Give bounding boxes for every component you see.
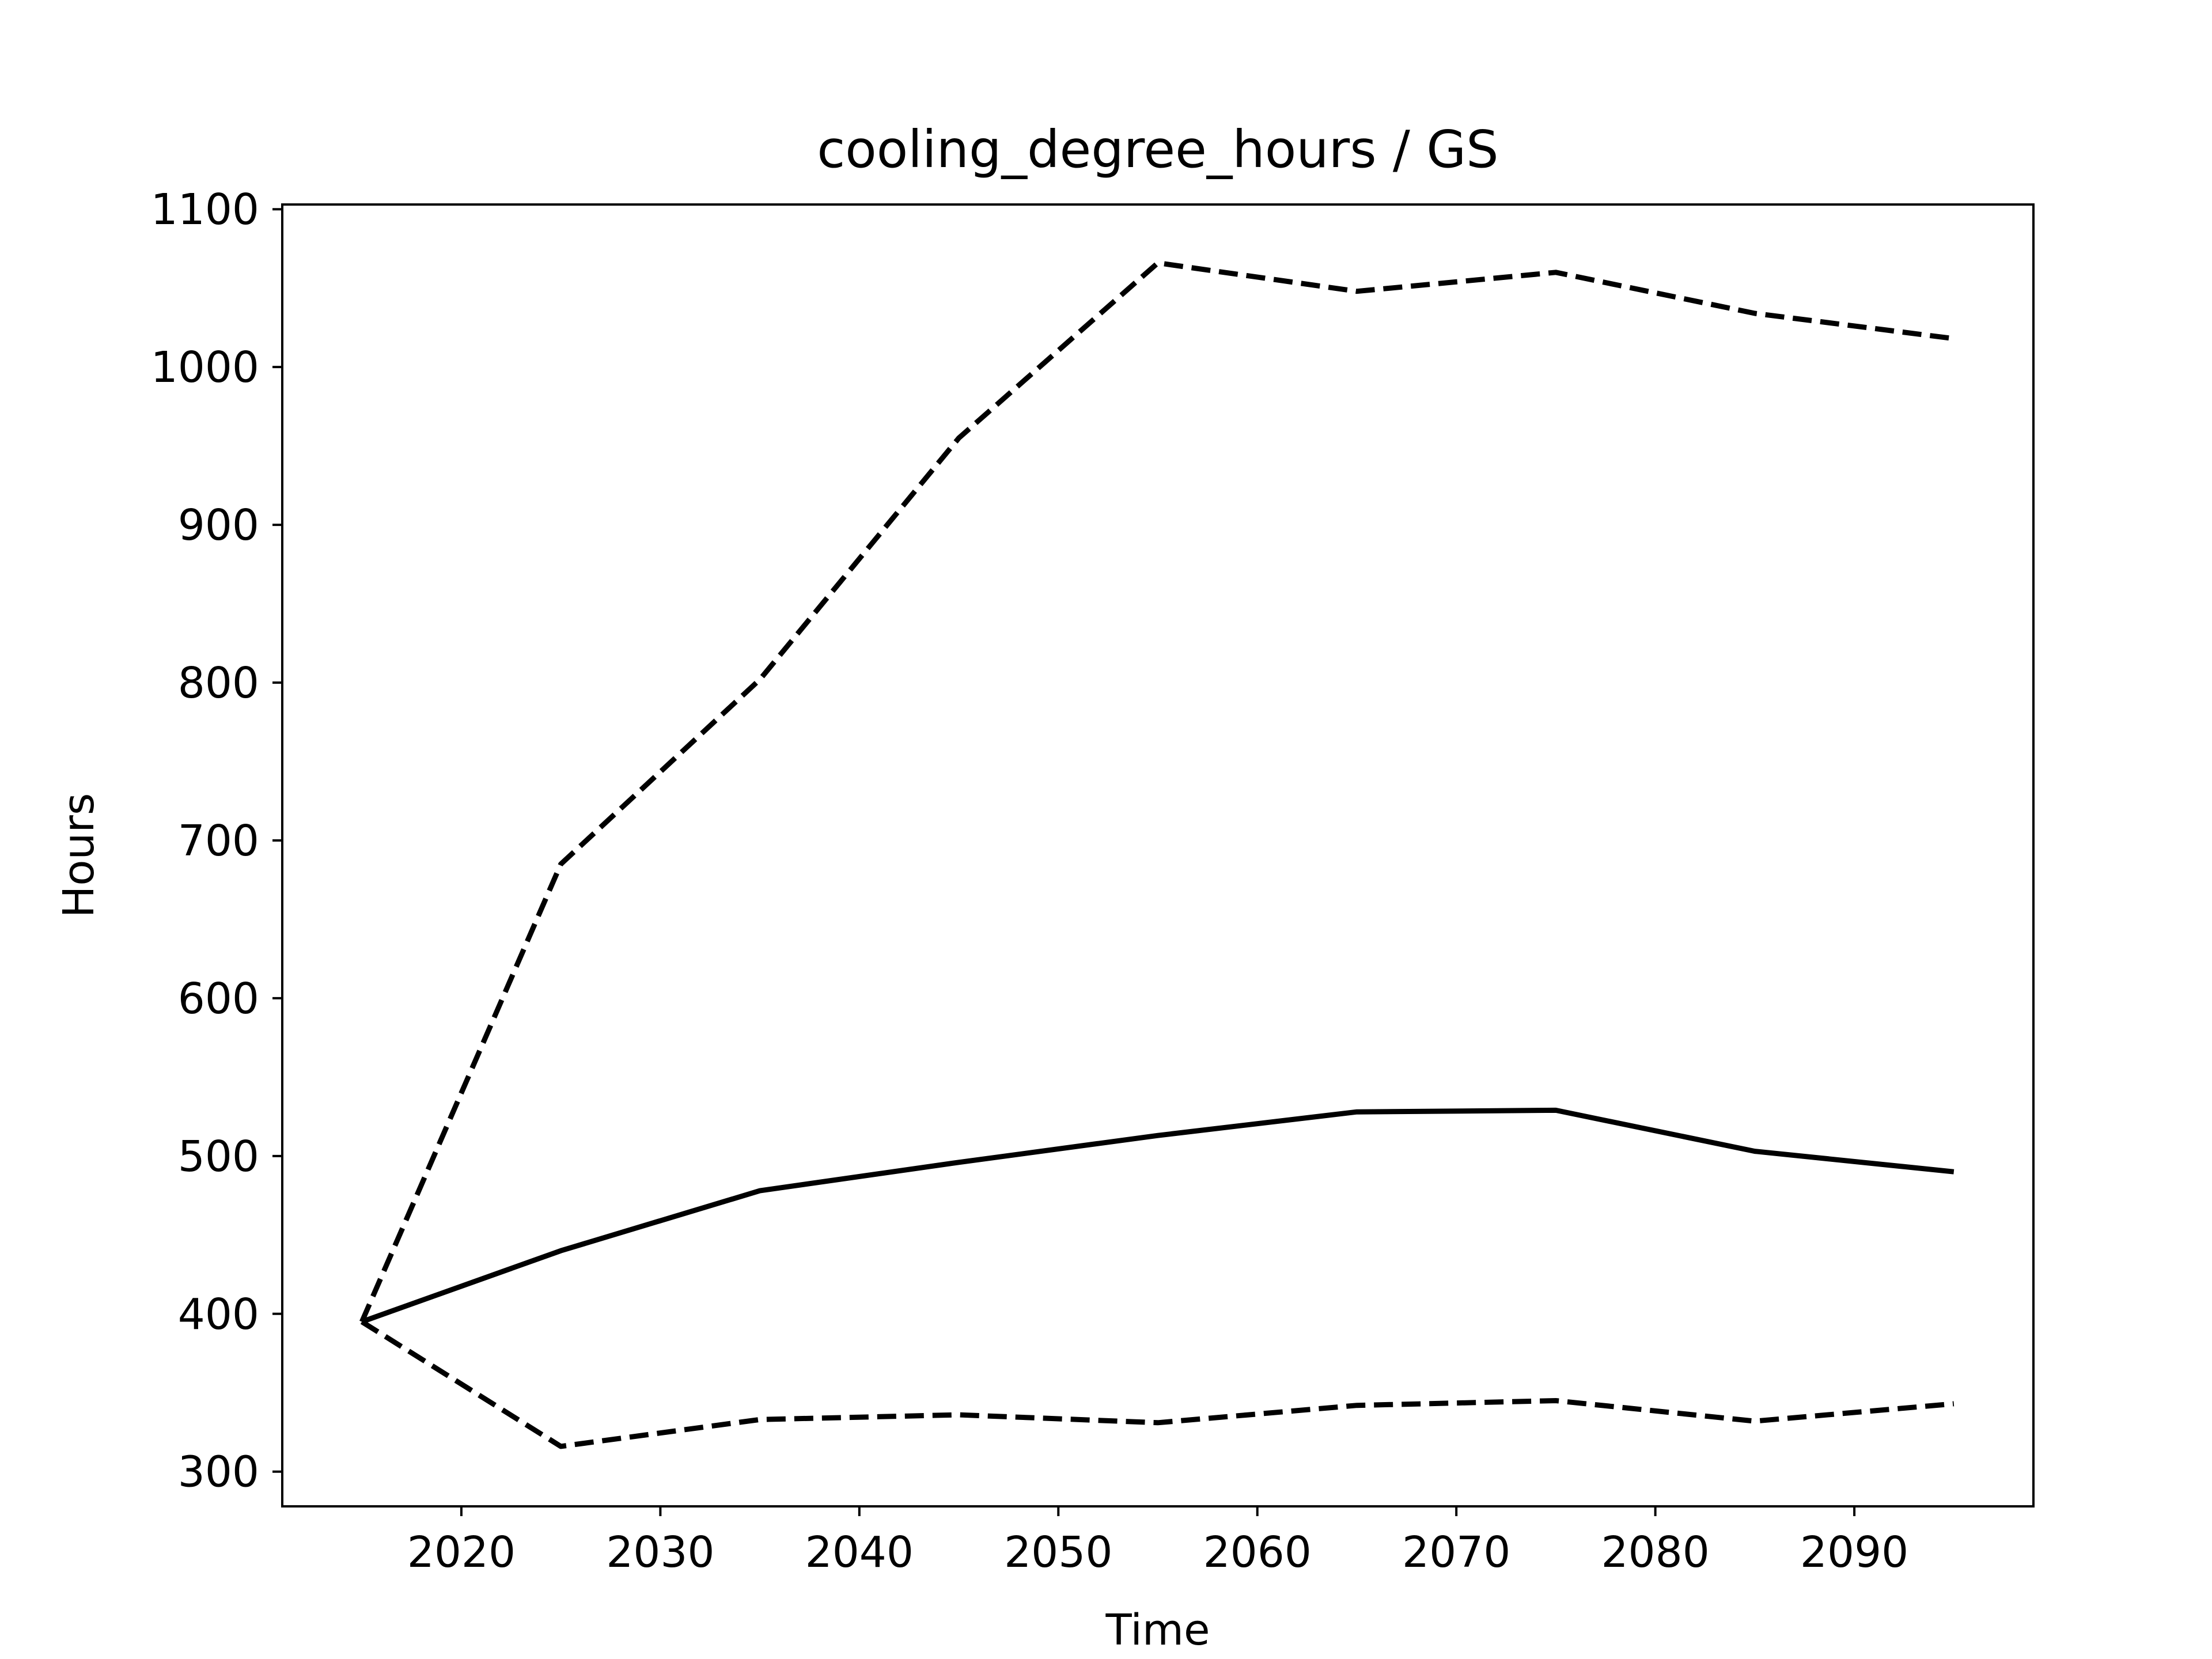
y-tick-label: 500 [178, 1132, 259, 1181]
y-tick-label: 1100 [151, 185, 259, 234]
y-tick-label: 900 [178, 501, 259, 550]
x-axis-ticks: 2020 2030 2040 2050 2060 2070 2080 2090 [407, 1506, 1908, 1577]
y-tick-label: 1000 [151, 343, 259, 392]
x-tick-label: 2060 [1203, 1528, 1312, 1577]
series-lines [359, 260, 1955, 1449]
x-axis-label: Time [1105, 1605, 1210, 1655]
x-tick-label: 2070 [1402, 1528, 1510, 1577]
y-axis-label: Hours [54, 793, 104, 918]
y-tick-label: 400 [178, 1290, 259, 1339]
x-tick-label: 2020 [407, 1528, 516, 1577]
y-axis-ticks: 300 400 500 600 700 800 900 1000 1100 [151, 185, 282, 1497]
y-tick-label: 700 [178, 816, 259, 866]
y-tick-label: 600 [178, 974, 259, 1024]
series-line-3 [360, 1319, 1955, 1449]
x-tick-label: 2030 [606, 1528, 714, 1577]
series-line-1 [359, 260, 1955, 1323]
x-tick-label: 2040 [805, 1528, 914, 1577]
y-tick-label: 800 [178, 658, 259, 708]
x-tick-label: 2050 [1004, 1528, 1112, 1577]
series-line-2 [361, 1107, 1955, 1324]
y-tick-label: 300 [178, 1448, 259, 1497]
plot-frame [281, 203, 2035, 1508]
x-tick-label: 2080 [1601, 1528, 1709, 1577]
chart-title: cooling_degree_hours / GS [817, 119, 1498, 179]
x-tick-label: 2090 [1800, 1528, 1908, 1577]
